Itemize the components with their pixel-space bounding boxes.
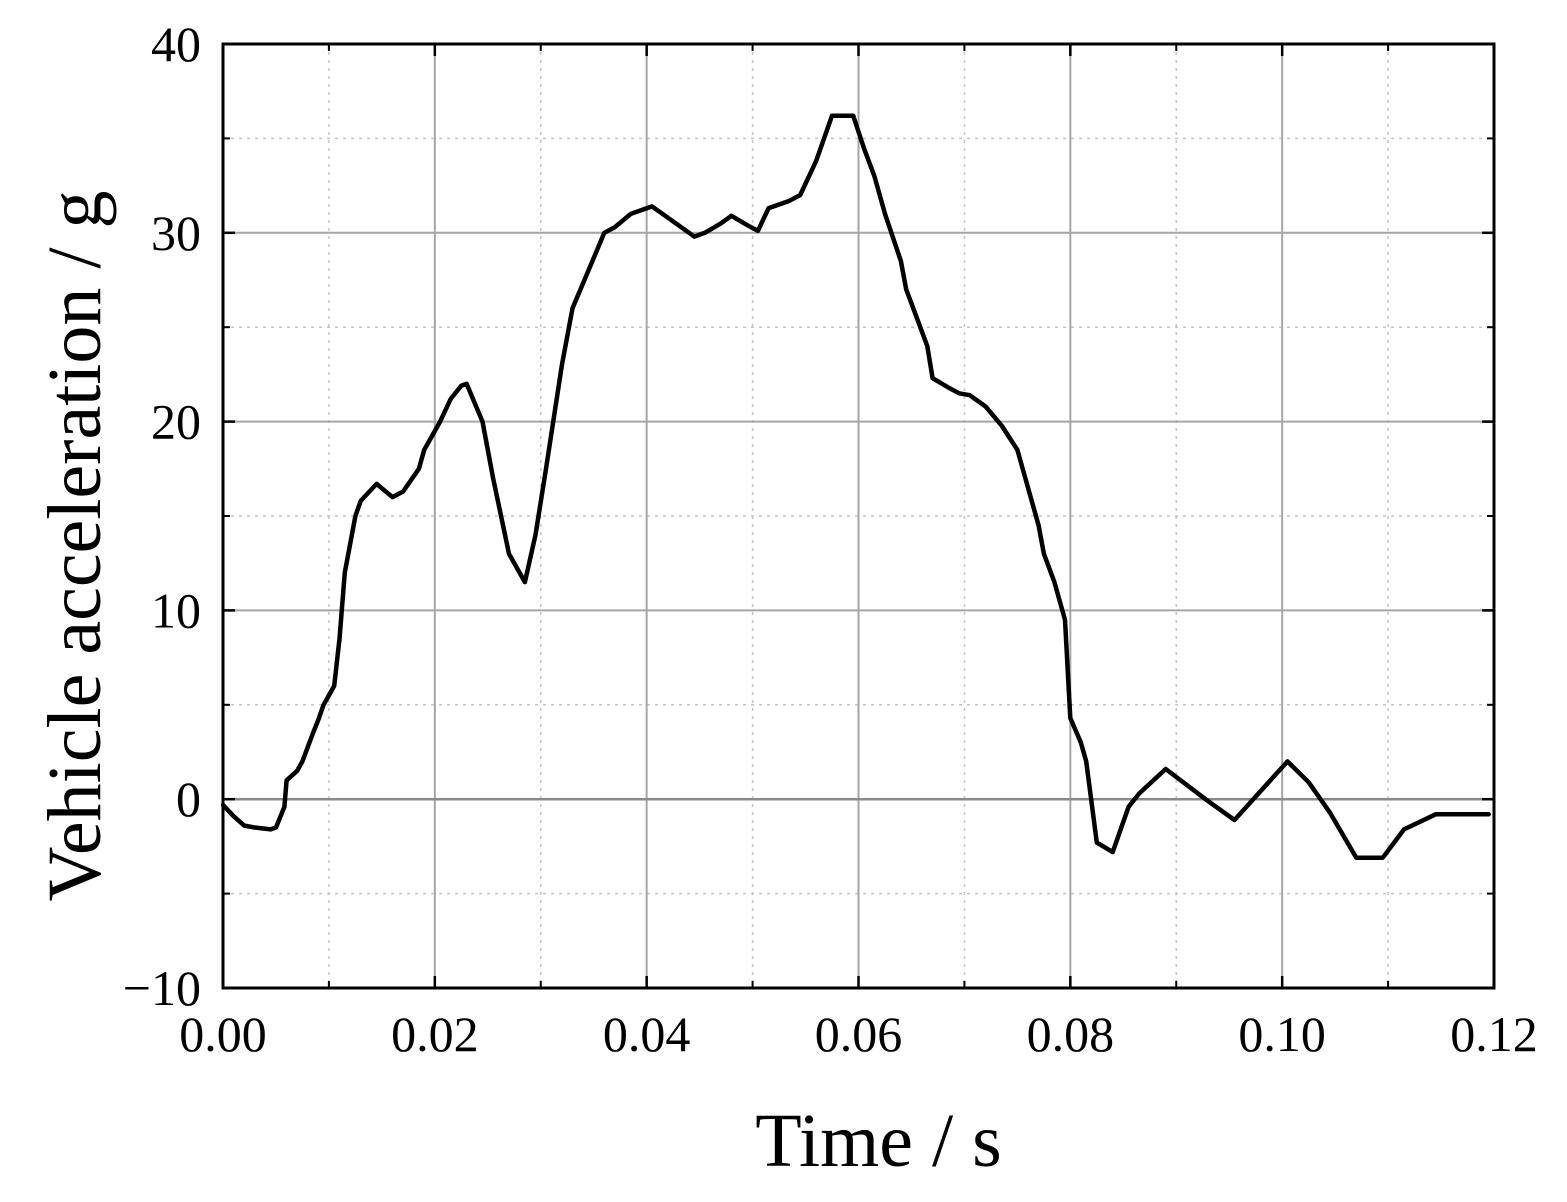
y-tick-labels: −10 0 10 20 30 40 — [123, 16, 201, 1016]
x-tick-label: 0.06 — [815, 1006, 903, 1062]
x-tick-label: 0.00 — [179, 1006, 267, 1062]
y-tick-label: 40 — [151, 16, 201, 72]
y-tick-label: −10 — [123, 960, 201, 1016]
x-tick-label: 0.10 — [1238, 1006, 1326, 1062]
acceleration-series-line — [220, 113, 1491, 860]
y-tick-label: 10 — [151, 582, 201, 638]
y-axis-title: Vehicle acceleration / g — [33, 190, 117, 901]
y-tick-label: 30 — [151, 205, 201, 261]
x-axis-title: Time / s — [755, 1099, 1001, 1183]
y-tick-label: 0 — [176, 771, 201, 827]
x-tick-label: 0.08 — [1027, 1006, 1115, 1062]
y-tick-label: 20 — [151, 394, 201, 450]
series-layer — [220, 113, 1491, 860]
x-tick-label: 0.04 — [603, 1006, 691, 1062]
x-tick-label: 0.02 — [391, 1006, 479, 1062]
x-tick-label: 0.12 — [1450, 1006, 1538, 1062]
tick-marks — [221, 42, 1496, 990]
x-tick-labels: 0.00 0.02 0.04 0.06 0.08 0.10 0.12 — [179, 1006, 1538, 1062]
